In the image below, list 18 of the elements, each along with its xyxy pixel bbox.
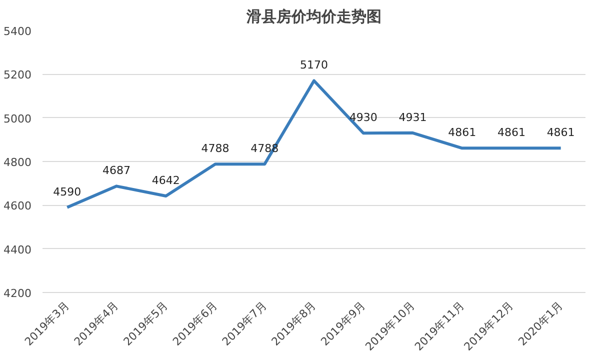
data-label: 4861 (497, 126, 526, 140)
data-label: 4788 (201, 142, 230, 156)
data-label: 5170 (300, 58, 328, 72)
data-label: 4590 (53, 185, 82, 198)
chart-title: 滑县房价均价走势图 (246, 8, 382, 26)
y-tick-label: 5200 (4, 68, 32, 82)
data-label: 4861 (448, 126, 476, 140)
data-label: 4930 (349, 111, 378, 124)
y-tick-label: 4400 (4, 243, 32, 256)
data-label: 4642 (152, 174, 180, 187)
y-tick-label: 4800 (4, 156, 32, 169)
data-label: 4687 (102, 164, 131, 178)
y-tick-label: 5400 (4, 25, 32, 38)
data-label: 4931 (398, 110, 427, 124)
data-label: 4861 (546, 126, 575, 140)
y-tick-label: 4600 (4, 200, 32, 213)
y-tick-label: 5000 (4, 112, 32, 126)
y-tick-label: 4200 (4, 287, 32, 300)
